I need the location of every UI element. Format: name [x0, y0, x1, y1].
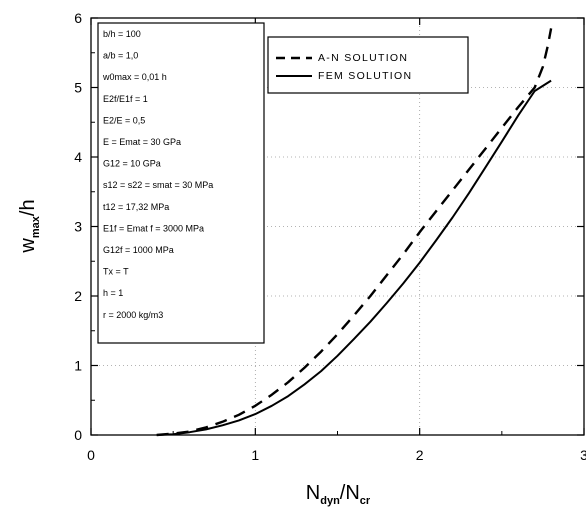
- x-tick-labels: 0 1 2 3: [87, 447, 586, 463]
- parameter-box-frame: [97, 22, 265, 344]
- legend-label-fem: FEM SOLUTION: [318, 70, 412, 82]
- x-axis-label-slash: /N: [340, 482, 360, 504]
- svg-text:wmax/h: wmax/h: [17, 199, 42, 253]
- y-axis-label-w: w: [17, 238, 39, 254]
- parameter-lines: b/h = 100 a/b = 1,0 w0max = 0,01 h E2f/E1f …: [102, 29, 213, 320]
- legend-label-an: A-N SOLUTION: [318, 52, 408, 64]
- legend: A-N SOLUTION FEM SOLUTION: [267, 36, 469, 94]
- parameter-box: b/h = 100 a/b = 1,0 w0max = 0,01 h E2f/E1f …: [97, 22, 265, 344]
- x-axis-label: Ndyn/Ncr: [306, 482, 371, 507]
- x-tick-label: 2: [416, 447, 424, 463]
- x-tick-label: 0: [87, 447, 95, 463]
- y-tick-label: 2: [74, 288, 82, 304]
- parameter-line: b/h = 100: [103, 29, 141, 39]
- parameter-line: E = Emat = 30 GPa: [103, 137, 181, 147]
- x-axis-label-sub1: dyn: [320, 495, 340, 507]
- x-tick-label: 1: [251, 447, 259, 463]
- series-fem-solution-line: [156, 79, 552, 436]
- parameter-line: E2/E = 0,5: [103, 115, 145, 125]
- y-axis-label-tail: /h: [17, 199, 39, 216]
- parameter-line: h = 1: [103, 288, 123, 298]
- y-tick-label: 5: [74, 80, 82, 96]
- y-axis-label: wmax/h: [17, 199, 42, 253]
- parameter-line: Tx = T: [103, 267, 129, 277]
- parameter-line: r = 2000 kg/m3: [103, 310, 163, 320]
- parameter-line: G12f = 1000 MPa: [103, 245, 174, 255]
- y-tick-label: 6: [74, 10, 82, 26]
- y-tick-label: 1: [74, 358, 82, 374]
- y-tick-labels: 0 1 2 3 4 5 6: [74, 10, 82, 443]
- parameter-line: E2f/E1f = 1: [103, 94, 148, 104]
- parameter-line: a/b = 1,0: [103, 51, 138, 61]
- svg-text:Ndyn/Ncr: Ndyn/Ncr: [306, 482, 371, 507]
- y-axis-label-sub: max: [30, 215, 42, 238]
- x-axis-label-sub2: cr: [360, 495, 371, 507]
- parameter-line: w0max = 0,01 h: [102, 72, 167, 82]
- series-an-solution-line: [156, 28, 553, 437]
- parameter-line: E1f = Emat f = 3000 MPa: [103, 223, 204, 233]
- series-lines: [156, 28, 553, 437]
- axis-ticks: [90, 17, 585, 436]
- parameter-line: G12 = 10 GPa: [103, 159, 161, 169]
- parameter-line: s12 = s22 = smat = 30 MPa: [103, 180, 213, 190]
- parameter-line: t12 = 17,32 MPa: [103, 202, 169, 212]
- x-axis-label-n: N: [306, 482, 320, 504]
- y-tick-label: 4: [74, 149, 82, 165]
- x-tick-label: 3: [580, 447, 586, 463]
- y-tick-label: 3: [74, 219, 82, 235]
- legend-frame: [267, 36, 469, 94]
- y-tick-label: 0: [74, 427, 82, 443]
